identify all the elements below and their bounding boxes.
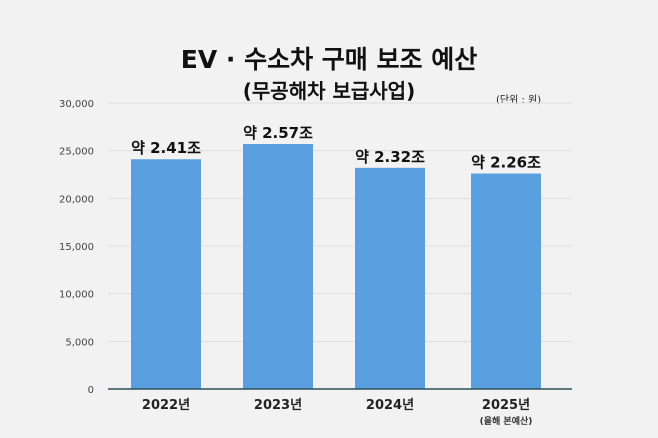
x-tick-label: 2024년 (366, 398, 414, 413)
y-tick-label: 30,000 (59, 99, 94, 110)
x-tick-note: (올해 본예산) (480, 415, 533, 427)
y-tick-label: 20,000 (59, 194, 94, 205)
chart-title: EV · 수소차 구매 보조 예산 (180, 45, 478, 74)
x-tick-label: 2023년 (254, 398, 302, 413)
data-label: 약 2.57조 (243, 124, 313, 142)
x-tick-label: 2025년 (482, 398, 530, 413)
data-label: 약 2.41조 (131, 139, 201, 157)
bar (355, 167, 425, 389)
y-tick-label: 10,000 (59, 290, 94, 301)
y-tick-label: 5,000 (65, 337, 94, 348)
bar (471, 173, 541, 389)
unit-label: (단위 : 원) (496, 95, 542, 106)
y-tick-label: 0 (88, 385, 94, 396)
bar (243, 143, 313, 389)
y-tick-label: 25,000 (59, 147, 94, 158)
data-label: 약 2.32조 (355, 148, 425, 166)
x-tick-label: 2022년 (142, 398, 190, 413)
chart-subtitle: (무공해차 보급사업) (242, 79, 416, 103)
data-label: 약 2.26조 (471, 154, 541, 172)
y-tick-label: 15,000 (59, 242, 94, 253)
bar (131, 159, 201, 389)
